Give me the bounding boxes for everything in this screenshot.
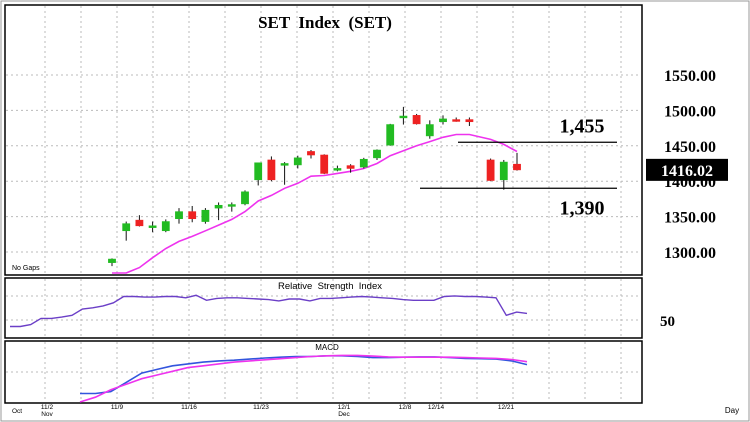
candle-body — [307, 151, 315, 156]
candle-body — [320, 154, 329, 174]
candle-body — [241, 191, 249, 205]
last-price-box — [646, 158, 728, 181]
candle-body — [439, 118, 447, 123]
x-tick-label: Dec — [338, 411, 350, 418]
moving-average-line — [112, 133, 518, 274]
candle-body — [412, 115, 421, 125]
x-axis-unit-label: Day — [725, 406, 739, 415]
candle-body — [227, 204, 236, 207]
x-tick-label: 11/16 — [181, 404, 197, 411]
resistance-label: 1,455 — [560, 115, 605, 137]
macd-line — [80, 355, 528, 395]
candle-body — [399, 115, 408, 119]
axis-labels: 1300.001350.001400.001450.001500.001550.… — [12, 68, 739, 418]
x-tick-label: Nov — [41, 411, 53, 418]
candle-body — [486, 159, 495, 181]
no-gaps-note: No Gaps — [12, 265, 40, 272]
candle-body — [513, 163, 521, 171]
x-tick-label: 12/21 — [498, 404, 515, 411]
candle-body — [254, 162, 263, 181]
support-label: 1,390 — [560, 197, 605, 219]
candle-body — [465, 119, 474, 123]
candle-body — [386, 124, 395, 146]
candle-body — [373, 149, 381, 159]
candle-body — [452, 119, 461, 122]
candle-body — [214, 204, 223, 209]
x-tick-label: 11/2 — [41, 404, 54, 411]
price-tick-label: 1450.00 — [664, 139, 716, 156]
price-tick-label: 1300.00 — [664, 245, 716, 262]
candle-body — [425, 124, 434, 137]
grid-lines — [6, 6, 641, 402]
panel-frame-1 — [4, 4, 643, 276]
candle-body — [359, 158, 368, 168]
x-tick-label: 12/8 — [399, 404, 412, 411]
last-price-label: 1416.02 — [661, 163, 713, 180]
price-tick-label: 1550.00 — [664, 68, 716, 85]
x-tick-label: 12/1 — [338, 404, 351, 411]
candle-body — [267, 159, 276, 181]
rsi-panel — [10, 294, 528, 328]
panel-frame-2 — [4, 277, 643, 339]
chart-title: SET Index (SET) — [258, 13, 392, 32]
x-tick-label: 11/9 — [111, 404, 124, 411]
candle-body — [148, 225, 157, 228]
rsi-title: Relative Strength Index — [278, 281, 382, 292]
candle-body — [201, 209, 210, 222]
candle-body — [135, 219, 144, 227]
x-tick-label: 12/14 — [428, 404, 445, 411]
annotations: 1,455 1,390 — [420, 115, 617, 219]
rsi-line — [10, 294, 528, 328]
macd-title: MACD — [315, 343, 339, 352]
price-tick-label: 1350.00 — [664, 210, 716, 227]
candle-body — [333, 168, 342, 171]
x-tick-label: Oct — [12, 408, 22, 415]
candlesticks — [108, 106, 521, 267]
macd-signal-line — [79, 354, 528, 403]
candle-body — [346, 165, 355, 169]
macd-panel — [79, 354, 528, 403]
candle-body — [108, 258, 116, 263]
candle-body — [175, 211, 183, 220]
price-tick-label: 1500.00 — [664, 103, 716, 120]
panel-frame-3 — [4, 340, 643, 404]
x-tick-label: 11/23 — [253, 404, 269, 411]
candle-body — [122, 223, 131, 232]
rsi-tick-label: 50 — [660, 314, 675, 330]
moving-average — [112, 133, 518, 274]
candle-body — [280, 163, 289, 166]
candle-body — [188, 211, 197, 220]
candle-body — [499, 161, 508, 181]
candle-body — [293, 157, 302, 166]
candle-body — [161, 221, 170, 232]
